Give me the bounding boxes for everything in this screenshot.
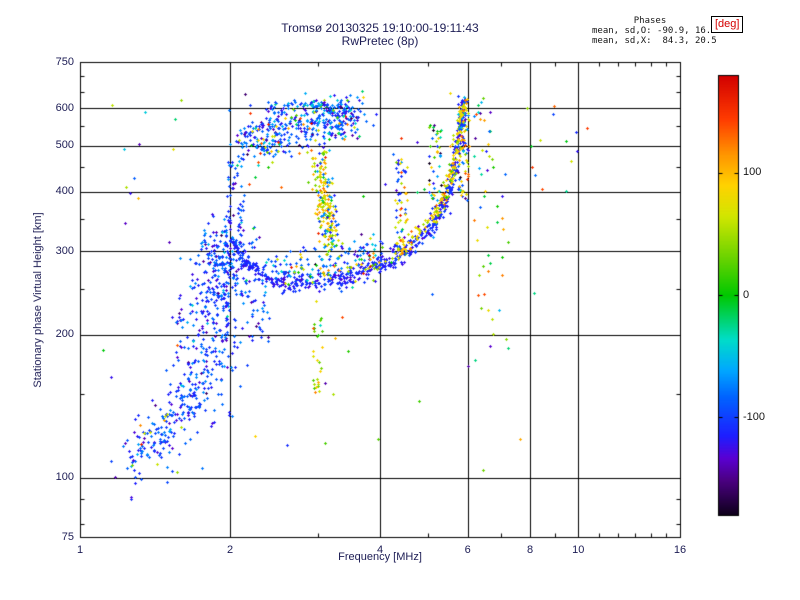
stats-header: Phases: [633, 16, 667, 26]
chart-subtitle: RwPretec (8p): [341, 34, 419, 48]
phase-stats: Phases mean, sd,O: -90.9, 16.2 mean, sd,…: [588, 16, 717, 46]
y-axis-label: Stationary phase Virtual Height [km]: [32, 212, 44, 388]
colorbar-unit-label: [deg]: [711, 16, 744, 33]
stats-line-x: mean, sd,X: 84.3, 20.5: [592, 36, 717, 46]
stats-line-o: mean, sd,O: -90.9, 16.2: [592, 26, 717, 36]
chart-title: Tromsø 20130325 19:10:00-19:11:43: [281, 21, 479, 35]
x-axis-label: Frequency [MHz]: [338, 551, 422, 563]
